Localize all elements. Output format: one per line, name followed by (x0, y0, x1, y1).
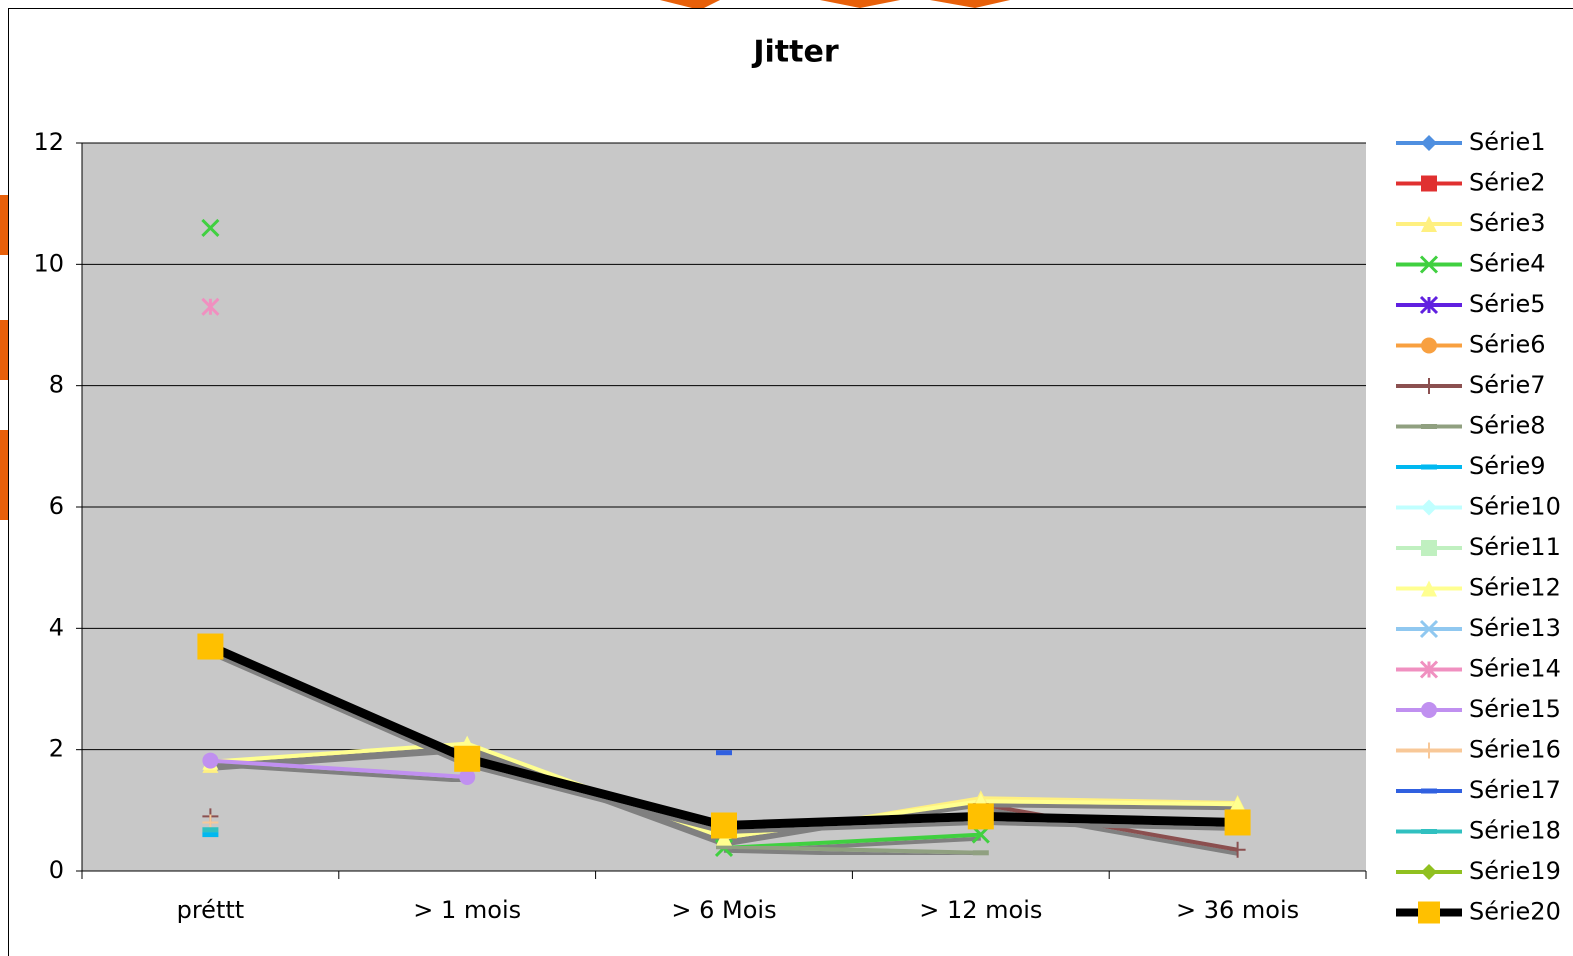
y-tick-label: 6 (49, 492, 64, 520)
legend-label: Série7 (1469, 371, 1546, 399)
marker (1421, 540, 1437, 556)
marker (716, 750, 732, 755)
marker (711, 813, 737, 839)
marker (1421, 465, 1437, 470)
marker (454, 746, 480, 772)
chart-title: Jitter (751, 35, 838, 70)
y-tick-label: 2 (49, 735, 64, 763)
marker (202, 827, 218, 832)
y-tick-label: 8 (49, 371, 64, 399)
legend-label: Série3 (1469, 209, 1546, 237)
y-tick-label: 4 (49, 613, 64, 641)
marker (1421, 338, 1437, 354)
legend-label: Série19 (1469, 857, 1561, 885)
legend-label: Série20 (1469, 898, 1561, 926)
legend-label: Série2 (1469, 169, 1546, 197)
marker (202, 832, 218, 837)
marker (1421, 829, 1437, 834)
legend-label: Série1 (1469, 128, 1546, 156)
legend-label: Série4 (1469, 250, 1546, 278)
x-tick-label: > 36 mois (1176, 896, 1299, 924)
y-tick-label: 0 (49, 856, 64, 884)
x-tick-label: > 6 Mois (671, 896, 776, 924)
marker (973, 850, 989, 855)
x-tick-label: > 12 mois (919, 896, 1042, 924)
legend-label: Série17 (1469, 776, 1561, 804)
marker (1421, 702, 1437, 718)
marker (1421, 176, 1437, 192)
legend-label: Série10 (1469, 493, 1561, 521)
chart: Jitter 0 2 4 6 8 10 12 préttt > 1 mois > 6 Mois > … (0, 0, 1573, 956)
page: {"chart_data": {"type": "line", "title":… (0, 0, 1573, 956)
marker (1421, 424, 1437, 429)
legend-label: Série6 (1469, 331, 1546, 359)
legend-label: Série13 (1469, 614, 1561, 642)
marker (202, 753, 218, 769)
legend-label: Série18 (1469, 817, 1561, 845)
legend-label: Série15 (1469, 695, 1561, 723)
legend-label: Série11 (1469, 533, 1561, 561)
x-tick-label: > 1 mois (413, 896, 521, 924)
marker (1225, 809, 1251, 835)
y-tick-label: 10 (33, 249, 64, 277)
marker (197, 634, 223, 660)
x-tick-label: préttt (177, 896, 245, 924)
marker (968, 803, 994, 829)
legend-label: Série12 (1469, 574, 1561, 602)
legend-label: Série16 (1469, 736, 1561, 764)
legend-label: Série9 (1469, 452, 1546, 480)
legend-label: Série14 (1469, 655, 1561, 683)
marker (1418, 902, 1440, 924)
legend-label: Série5 (1469, 290, 1546, 318)
legend-label: Série8 (1469, 412, 1546, 440)
marker (1421, 789, 1437, 794)
y-tick-label: 12 (33, 128, 64, 156)
